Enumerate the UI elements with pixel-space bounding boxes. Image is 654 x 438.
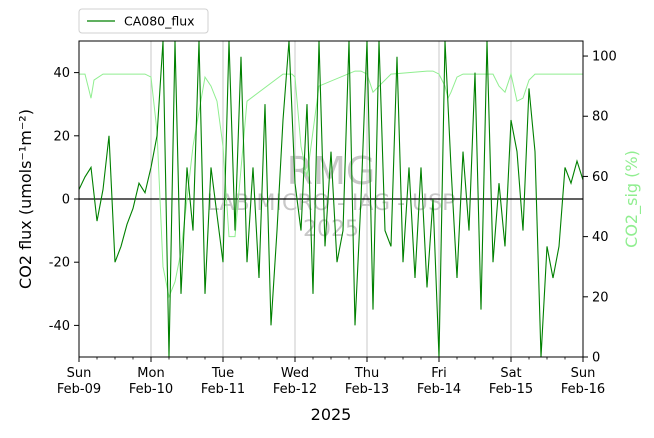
y-tick-label: -20 <box>49 256 70 271</box>
x-tick-label-day: Fri <box>431 366 447 381</box>
x-tick-label-date: Feb-12 <box>273 382 317 397</box>
x-axis-title: 2025 <box>311 405 352 424</box>
x-tick-label-day: Thu <box>354 366 379 381</box>
legend: CA080_flux <box>78 8 209 34</box>
x-tick-label-day: Sun <box>67 366 92 381</box>
series-layer <box>79 41 583 357</box>
x-tick-label-day: Sun <box>571 366 596 381</box>
y-tick-label: 20 <box>53 129 70 144</box>
x-tick-label-date: Feb-13 <box>345 382 389 397</box>
y-axis-right-title: CO2_sig (%) <box>622 150 642 248</box>
series-line-ca080-flux <box>79 41 583 357</box>
y-right-tick-label: 100 <box>592 50 617 65</box>
ticks-layer: SunFeb-09MonFeb-10TueFeb-11WedFeb-12ThuF… <box>49 50 617 397</box>
legend-label-flux: CA080_flux <box>124 14 195 29</box>
y-right-tick-label: 0 <box>592 351 600 366</box>
y-right-tick-label: 80 <box>592 110 609 125</box>
y-axis-left-title: CO2 flux (umols⁻¹m⁻²) <box>16 109 35 289</box>
x-tick-label-day: Wed <box>281 366 309 381</box>
x-tick-label-date: Feb-14 <box>417 382 461 397</box>
y-right-tick-label: 60 <box>592 170 609 185</box>
y-right-tick-label: 40 <box>592 230 609 245</box>
x-tick-label-day: Sat <box>500 366 521 381</box>
y-tick-label: -40 <box>49 319 70 334</box>
x-tick-label-date: Feb-16 <box>561 382 605 397</box>
y-tick-label: 40 <box>53 66 70 81</box>
watermark: RMG LAB MICRO - IAG - USP 2025 <box>207 149 456 242</box>
watermark-line-2: LAB MICRO - IAG - USP <box>207 191 456 216</box>
watermark-line-3: 2025 <box>303 217 359 242</box>
y-right-tick-label: 20 <box>592 290 609 305</box>
x-tick-label-date: Feb-11 <box>201 382 245 397</box>
x-tick-label-date: Feb-10 <box>129 382 173 397</box>
x-tick-label-day: Mon <box>137 366 164 381</box>
x-tick-label-date: Feb-15 <box>489 382 533 397</box>
x-tick-label-date: Feb-09 <box>57 382 101 397</box>
legend-box <box>78 8 209 34</box>
y-tick-label: 0 <box>62 193 70 208</box>
x-tick-label-day: Tue <box>211 366 234 381</box>
